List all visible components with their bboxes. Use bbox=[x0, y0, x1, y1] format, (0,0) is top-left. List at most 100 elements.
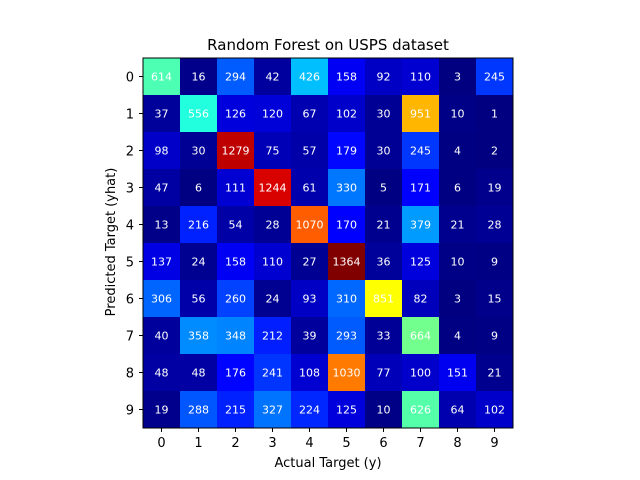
heatmap-cell bbox=[143, 317, 180, 354]
cell-value-label: 379 bbox=[410, 219, 431, 232]
x-axis-label: Actual Target (y) bbox=[274, 456, 381, 471]
cell-value-label: 179 bbox=[336, 145, 357, 158]
heatmap-cell bbox=[402, 280, 439, 317]
cell-value-label: 108 bbox=[299, 367, 320, 380]
heatmap-cells bbox=[143, 58, 513, 428]
cell-value-label: 348 bbox=[225, 330, 246, 343]
heatmap-cell bbox=[217, 169, 254, 206]
heatmap-cell bbox=[217, 132, 254, 169]
cell-value-label: 170 bbox=[336, 219, 357, 232]
heatmap-cell bbox=[476, 391, 513, 428]
cell-value-label: 13 bbox=[155, 219, 169, 232]
cell-value-label: 64 bbox=[451, 404, 465, 417]
y-tick-label: 5 bbox=[126, 256, 134, 271]
heatmap-cell bbox=[439, 169, 476, 206]
cell-value-label: 245 bbox=[410, 145, 431, 158]
cell-value-label: 614 bbox=[151, 71, 172, 84]
cell-value-label: 77 bbox=[377, 367, 391, 380]
cell-value-label: 241 bbox=[262, 367, 283, 380]
cell-value-label: 30 bbox=[192, 145, 206, 158]
heatmap-cell bbox=[476, 317, 513, 354]
cell-value-label: 24 bbox=[192, 256, 206, 269]
heatmap-cell bbox=[365, 317, 402, 354]
x-tick-label: 2 bbox=[231, 436, 239, 451]
heatmap-cell bbox=[365, 132, 402, 169]
heatmap-cell bbox=[143, 206, 180, 243]
heatmap-cell bbox=[180, 169, 217, 206]
cell-value-label: 4 bbox=[454, 145, 461, 158]
heatmap-cell bbox=[402, 317, 439, 354]
cell-value-label: 48 bbox=[192, 367, 206, 380]
heatmap-cell bbox=[143, 354, 180, 391]
cell-value-label: 36 bbox=[377, 256, 391, 269]
heatmap-cell bbox=[402, 169, 439, 206]
heatmap-cell bbox=[402, 95, 439, 132]
heatmap-cell bbox=[439, 317, 476, 354]
heatmap-cell bbox=[365, 95, 402, 132]
cell-value-label: 102 bbox=[484, 404, 505, 417]
y-tick-label: 8 bbox=[126, 367, 134, 382]
cell-value-label: 426 bbox=[299, 71, 320, 84]
x-tick-label: 8 bbox=[453, 436, 461, 451]
heatmap-cell bbox=[328, 391, 365, 428]
cell-value-label: 100 bbox=[410, 367, 431, 380]
cell-value-label: 16 bbox=[192, 71, 206, 84]
cell-value-label: 82 bbox=[414, 293, 428, 306]
x-tick-label: 3 bbox=[268, 436, 276, 451]
cell-value-label: 54 bbox=[229, 219, 243, 232]
heatmap-cell bbox=[143, 391, 180, 428]
cell-value-label: 110 bbox=[262, 256, 283, 269]
heatmap-cell bbox=[365, 243, 402, 280]
heatmap-cell bbox=[254, 206, 291, 243]
cell-value-label: 215 bbox=[225, 404, 246, 417]
cell-value-label: 10 bbox=[451, 256, 465, 269]
heatmap-cell bbox=[291, 280, 328, 317]
heatmap-cell bbox=[439, 132, 476, 169]
cell-value-label: 40 bbox=[155, 330, 169, 343]
heatmap-cell bbox=[365, 391, 402, 428]
heatmap-cell bbox=[402, 132, 439, 169]
plot-frame bbox=[142, 57, 514, 429]
cell-value-label: 61 bbox=[303, 182, 317, 195]
cell-value-label: 47 bbox=[155, 182, 169, 195]
heatmap-cell bbox=[365, 280, 402, 317]
cell-value-label: 10 bbox=[451, 108, 465, 121]
y-tick-label: 6 bbox=[126, 293, 134, 308]
heatmap-cell bbox=[402, 391, 439, 428]
x-tick-label: 7 bbox=[416, 436, 424, 451]
cell-value-label: 4 bbox=[454, 330, 461, 343]
cell-value-label: 9 bbox=[491, 256, 498, 269]
cell-value-label: 102 bbox=[336, 108, 357, 121]
heatmap-cell bbox=[143, 132, 180, 169]
chart-title: Random Forest on USPS dataset bbox=[207, 36, 449, 54]
heatmap-cell bbox=[476, 354, 513, 391]
cell-value-label: 306 bbox=[151, 293, 172, 306]
cell-value-label: 1244 bbox=[259, 182, 287, 195]
y-tick-label: 7 bbox=[126, 330, 134, 345]
y-tick-label: 2 bbox=[126, 145, 134, 160]
heatmap-cell bbox=[476, 132, 513, 169]
cell-value-label: 111 bbox=[225, 182, 246, 195]
cell-value-label: 5 bbox=[380, 182, 387, 195]
heatmap-cell bbox=[439, 280, 476, 317]
cell-value-label: 176 bbox=[225, 367, 246, 380]
cell-value-label: 288 bbox=[188, 404, 209, 417]
cell-value-label: 24 bbox=[266, 293, 280, 306]
cell-value-label: 626 bbox=[410, 404, 431, 417]
cell-value-label: 67 bbox=[303, 108, 317, 121]
heatmap-cell bbox=[291, 243, 328, 280]
cell-value-label: 664 bbox=[410, 330, 431, 343]
cell-value-label: 358 bbox=[188, 330, 209, 343]
cell-value-label: 158 bbox=[225, 256, 246, 269]
cell-value-label: 27 bbox=[303, 256, 317, 269]
y-axis-label: Predicted Target (yhat) bbox=[104, 168, 119, 317]
cell-value-label: 245 bbox=[484, 71, 505, 84]
heatmap-cell bbox=[476, 243, 513, 280]
heatmap-cell bbox=[254, 317, 291, 354]
x-tick-label: 4 bbox=[305, 436, 313, 451]
heatmap-cell bbox=[143, 280, 180, 317]
cell-value-label: 21 bbox=[451, 219, 465, 232]
x-axis-ticks: 0 1 2 3 4 5 6 7 8 9 bbox=[157, 428, 499, 451]
